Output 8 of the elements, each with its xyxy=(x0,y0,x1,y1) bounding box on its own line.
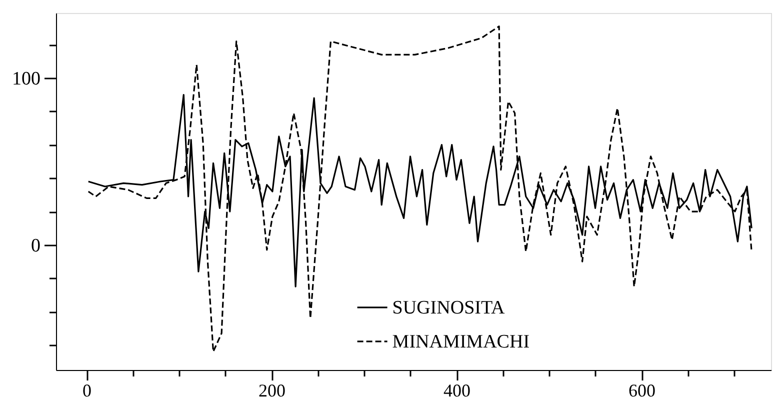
legend-label: MINAMIMACHI xyxy=(392,331,530,352)
line-series xyxy=(88,26,752,352)
y-tick-label: 100 xyxy=(12,68,40,90)
x-tick-label: 600 xyxy=(628,380,656,400)
x-tick-label: 0 xyxy=(82,380,92,400)
x-tick-label: 200 xyxy=(258,380,286,400)
legend-label: SUGINOSITA xyxy=(392,297,506,318)
x-tick-label: 400 xyxy=(444,380,471,400)
